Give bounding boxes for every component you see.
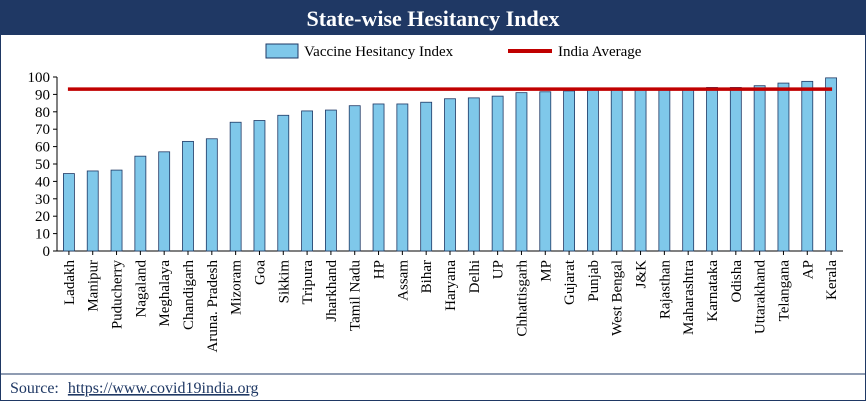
- bar: [634, 88, 647, 252]
- legend-label-line: India Average: [558, 44, 642, 60]
- x-tick-label: West Bengal: [610, 260, 626, 336]
- bar: [229, 121, 242, 252]
- x-tick-label: Gujarat: [562, 259, 578, 305]
- x-tick-label: Meghalaya: [157, 260, 173, 327]
- bar: [777, 82, 790, 252]
- bar: [253, 120, 266, 252]
- x-tick-label: Haryana: [443, 260, 459, 311]
- bar: [753, 85, 766, 252]
- bar: [110, 169, 123, 252]
- x-tick-label: Aruna. Pradesh: [205, 260, 221, 353]
- bar: [277, 114, 290, 252]
- x-tick-label: Uttarakhand: [753, 260, 769, 335]
- x-tick-label: Sikkim: [276, 260, 292, 304]
- x-tick-label: Odisha: [729, 260, 745, 303]
- y-tick-label: 0: [43, 244, 51, 260]
- source-label: Source:: [10, 380, 59, 397]
- bar: [563, 90, 575, 252]
- bar: [158, 151, 171, 252]
- source-text: Source: https://www.covid19india.org: [10, 380, 259, 397]
- bar: [205, 138, 218, 252]
- bars: [63, 77, 837, 252]
- bar: [658, 88, 671, 252]
- chart-title: State-wise Hesitancy Index: [307, 6, 560, 31]
- x-tick-label: Tamil Nadu: [348, 260, 364, 332]
- x-tick-label: Goa: [252, 260, 268, 285]
- bar: [491, 95, 504, 252]
- bar: [610, 88, 623, 252]
- x-tick-label: UP: [491, 260, 507, 279]
- bar: [825, 77, 837, 252]
- x-tick-label: Puducherry: [110, 260, 126, 330]
- y-tick-label: 10: [35, 227, 50, 243]
- x-tick-label: Chhattisgarh: [514, 260, 530, 337]
- bar: [182, 140, 194, 252]
- x-tick-label: Tripura: [300, 260, 316, 305]
- legend: Vaccine Hesitancy Index India Average: [265, 43, 642, 60]
- x-tick-label: J&K: [634, 260, 650, 289]
- x-tick-label: Jharkhand: [324, 260, 340, 322]
- bar: [444, 98, 456, 252]
- x-tick-label: Delhi: [467, 260, 483, 293]
- bar: [134, 155, 147, 252]
- y-tick-label: 70: [35, 122, 50, 138]
- x-tick-label: MP: [538, 260, 554, 282]
- bar: [420, 101, 433, 252]
- y-tick-label: 20: [35, 209, 50, 225]
- bar: [729, 87, 742, 252]
- bar: [396, 103, 409, 252]
- y-tick-label: 80: [35, 105, 50, 121]
- bar: [467, 97, 480, 252]
- x-tick-label: Ladakh: [62, 260, 78, 305]
- y-tick-label: 30: [35, 192, 50, 208]
- bar: [587, 89, 599, 252]
- bar: [706, 87, 718, 252]
- bar: [801, 80, 814, 252]
- y-tick-label: 100: [28, 70, 51, 86]
- bar: [682, 87, 695, 252]
- y-tick-label: 90: [35, 87, 50, 103]
- bar: [372, 103, 385, 252]
- x-tick-label: Assam: [395, 260, 411, 301]
- title-bar: [1, 1, 865, 35]
- bar: [515, 92, 528, 252]
- x-tick-label: Chandigarh: [181, 260, 197, 330]
- x-axis-labels: Ladakh Manipur Puducherry Nagaland Meghalaya…: [62, 251, 840, 352]
- bar: [86, 170, 99, 252]
- x-tick-label: HP: [372, 260, 388, 279]
- x-tick-label: Manipur: [86, 260, 102, 312]
- x-tick-label: Bihar: [419, 260, 435, 293]
- x-tick-label: Punjab: [586, 260, 602, 302]
- x-tick-label: Rajasthan: [657, 260, 673, 320]
- bar: [301, 110, 313, 252]
- x-tick-label: AP: [800, 260, 816, 279]
- bar: [539, 91, 552, 252]
- source-link[interactable]: https://www.covid19india.org: [68, 380, 259, 397]
- x-tick-label: Mizoram: [229, 260, 245, 315]
- y-tick-label: 40: [35, 174, 50, 190]
- x-tick-label: Maharashtra: [681, 260, 697, 335]
- x-tick-label: Karnataka: [705, 260, 721, 322]
- x-tick-label: Telangana: [776, 260, 792, 322]
- bar: [325, 109, 337, 252]
- x-tick-label: Nagaland: [133, 260, 149, 318]
- bar: [348, 105, 361, 252]
- y-tick-label: 50: [35, 157, 50, 173]
- legend-swatch-bar: [265, 43, 299, 59]
- legend-label-bar: Vaccine Hesitancy Index: [304, 44, 454, 60]
- y-tick-label: 60: [35, 140, 50, 156]
- x-tick-label: Kerala: [824, 260, 840, 300]
- bar: [63, 173, 75, 252]
